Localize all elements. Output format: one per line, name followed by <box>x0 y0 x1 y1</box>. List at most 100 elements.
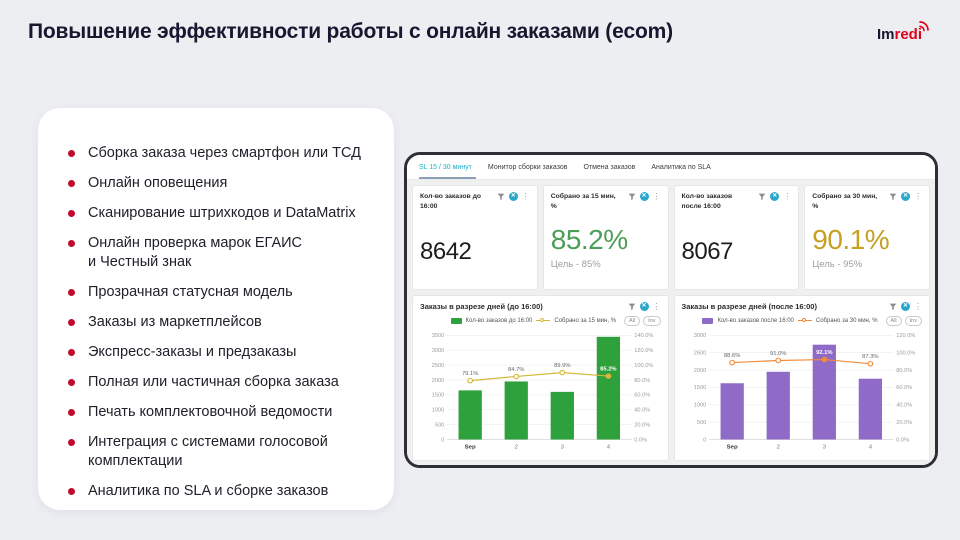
right-axis-tick: 60.0% <box>896 385 912 391</box>
kpi-goal: Цель - 85% <box>550 258 601 270</box>
list-item: Прозрачная статусная модель <box>68 283 368 302</box>
filter-applied-badge[interactable]: ✕ <box>508 192 518 201</box>
tab-sl-15-30[interactable]: SL 15 / 30 минут <box>419 163 472 171</box>
bar[interactable] <box>596 336 621 440</box>
dashboard-tabs: SL 15 / 30 минут Монитор сборки заказов … <box>407 155 935 180</box>
line-marker[interactable] <box>774 357 781 364</box>
filter-icon[interactable] <box>758 193 766 201</box>
left-axis-tick: 3500 <box>432 333 444 339</box>
kebab-menu-icon[interactable]: ⋮ <box>914 191 922 201</box>
bar[interactable] <box>766 371 790 440</box>
left-axis-tick: 2500 <box>432 363 444 369</box>
x-axis-label: 2 <box>515 445 518 451</box>
bar[interactable] <box>458 390 482 440</box>
filter-icon[interactable] <box>628 303 636 311</box>
bar-legend-label: Кол-во заказов после 16:00 <box>717 317 794 324</box>
toggle-inv-button[interactable]: Inv <box>904 315 922 326</box>
right-axis-tick: 100.0% <box>896 350 915 356</box>
line-marker[interactable] <box>728 359 735 366</box>
line-marker[interactable] <box>866 360 873 367</box>
kebab-menu-icon[interactable]: ⋮ <box>914 301 922 311</box>
bullet-dot <box>68 488 75 495</box>
kebab-menu-icon[interactable]: ⋮ <box>521 191 530 201</box>
line-marker[interactable] <box>605 373 612 379</box>
kebab-menu-icon[interactable]: ⋮ <box>652 301 661 311</box>
filter-icon[interactable] <box>497 193 505 201</box>
tab-otmena-zakazov[interactable]: Отмена заказов <box>583 163 636 171</box>
filter-icon[interactable] <box>628 193 636 201</box>
right-axis-tick: 0.0% <box>896 437 909 443</box>
chart-legend: Кол-во заказов до 16:00 Собрано за 15 ми… <box>420 315 661 326</box>
filter-applied-badge[interactable]: ✕ <box>901 192 910 201</box>
features-card: Сборка заказа через смартфон или ТСД Онл… <box>38 108 394 510</box>
feature-text: Сборка заказа через смартфон или ТСД <box>88 145 362 161</box>
bullet-dot <box>68 379 75 386</box>
bullet-dot <box>68 289 75 296</box>
kpi-value: 90.1% <box>812 223 890 255</box>
line-marker[interactable] <box>559 369 566 376</box>
filter-applied-badge[interactable]: ✕ <box>901 302 910 311</box>
left-axis-tick: 1000 <box>693 403 705 409</box>
right-axis-tick: 80.0% <box>896 368 912 374</box>
toggle-all-button[interactable]: All <box>624 315 641 326</box>
combo-chart-after-16[interactable]: 0 500 1000 1500 2000 2500 3000 0.0% 20.0% 40.0% 60… <box>682 328 923 454</box>
bullet-dot <box>68 319 75 326</box>
toggle-inv-button[interactable]: Inv <box>643 315 661 326</box>
feature-text: Сканирование штрихкодов и DataMatrix <box>88 205 356 221</box>
line-data-label: 91.0% <box>770 351 786 357</box>
features-list: Сборка заказа через смартфон или ТСД Онл… <box>68 144 368 501</box>
left-axis-tick: 0 <box>703 437 706 443</box>
bar[interactable] <box>720 383 744 440</box>
line-data-label: 92.1% <box>816 350 832 356</box>
tab-analitika-sla[interactable]: Аналитика по SLA <box>651 163 711 171</box>
logo-text-red: redi <box>894 26 922 43</box>
right-axis-tick: 140.0% <box>634 333 653 339</box>
line-data-label: 89.9% <box>554 363 570 369</box>
line-data-label: 85.2% <box>600 367 616 373</box>
line-legend-marker <box>797 317 812 324</box>
line-marker[interactable] <box>467 377 474 384</box>
line-marker[interactable] <box>513 373 520 380</box>
line-marker[interactable] <box>820 356 827 363</box>
line-legend-label: Собрано за 30 мин, % <box>815 317 878 324</box>
x-axis-label: Sep <box>465 445 476 451</box>
right-axis-tick: 100.0% <box>634 363 653 369</box>
bar[interactable] <box>812 344 836 440</box>
chart-card-before-16: Заказы в разрезе дней (до 16:00) ✕ ⋮ Кол… <box>412 295 669 461</box>
active-tab-underline <box>419 177 476 179</box>
toggle-all-button[interactable]: All <box>885 315 902 326</box>
line-data-label: 84.7% <box>508 367 524 373</box>
right-axis-tick: 120.0% <box>896 333 915 339</box>
line-legend-marker <box>536 317 551 324</box>
right-axis-tick: 20.0% <box>896 420 912 426</box>
combo-chart-before-16[interactable]: 0 500 1000 1500 2000 2500 3000 3500 0.0% 20.0% 40.… <box>420 328 661 454</box>
kpi-title: Кол-во заказов до 16:00 <box>420 193 482 210</box>
bar[interactable] <box>504 381 528 440</box>
list-item: Сборка заказа через смартфон или ТСД <box>68 144 368 163</box>
left-axis-tick: 500 <box>696 420 705 426</box>
left-axis-tick: 2000 <box>432 378 444 384</box>
bar-legend-label: Кол-во заказов до 16:00 <box>465 317 533 324</box>
page-title: Повышение эффективности работы с онлайн … <box>28 20 673 43</box>
filter-icon[interactable] <box>889 303 897 311</box>
kpi-card-collected-15min: Собрано за 15 мин, % ✕ ⋮ 85.2% Цель - 85… <box>542 185 669 290</box>
filter-applied-badge[interactable]: ✕ <box>770 192 780 201</box>
right-axis-tick: 60.0% <box>634 393 650 399</box>
bullet-dot <box>68 409 75 416</box>
bar[interactable] <box>858 378 882 440</box>
filter-applied-badge[interactable]: ✕ <box>639 192 649 201</box>
filter-applied-badge[interactable]: ✕ <box>639 302 649 311</box>
right-axis-tick: 120.0% <box>634 348 653 354</box>
bullet-dot <box>68 439 75 446</box>
chart-legend: Кол-во заказов после 16:00 Собрано за 30… <box>682 315 922 326</box>
tab-monitor-sborki[interactable]: Монитор сборки заказов <box>487 163 568 171</box>
bar[interactable] <box>550 391 574 440</box>
x-axis-label: 2 <box>776 445 779 451</box>
x-axis-label: 4 <box>607 445 611 451</box>
left-axis-tick: 500 <box>435 422 444 428</box>
filter-icon[interactable] <box>889 193 897 201</box>
chart-card-after-16: Заказы в разрезе дней (после 16:00) ✕ ⋮ … <box>673 295 930 461</box>
feature-text: Полная или частичная сборка заказа <box>88 374 339 390</box>
kebab-menu-icon[interactable]: ⋮ <box>783 191 792 201</box>
kebab-menu-icon[interactable]: ⋮ <box>652 191 661 201</box>
